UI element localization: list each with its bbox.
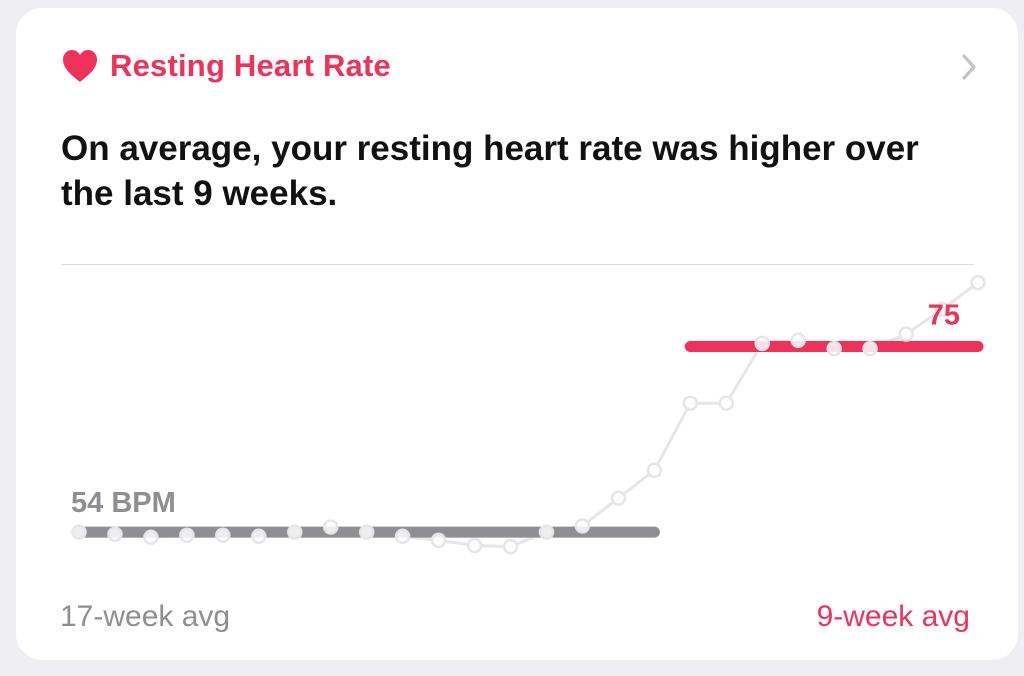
data-point bbox=[826, 340, 842, 357]
data-point bbox=[466, 537, 483, 554]
heart-rate-chart: 54 BPM 75 bbox=[71, 274, 986, 555]
data-point bbox=[898, 326, 914, 342]
card-header: Resting Heart Rate bbox=[62, 46, 391, 86]
data-point bbox=[358, 524, 375, 540]
resting-heart-rate-card[interactable]: Resting Heart Rate On average, your rest… bbox=[16, 8, 1018, 660]
recent-average-label: 9-week avg bbox=[816, 600, 970, 633]
data-point bbox=[538, 524, 555, 540]
data-point bbox=[502, 538, 519, 555]
divider bbox=[62, 264, 974, 265]
data-point bbox=[970, 274, 986, 291]
data-point bbox=[215, 527, 231, 543]
data-point bbox=[322, 519, 339, 535]
data-point bbox=[646, 462, 663, 479]
data-point bbox=[934, 301, 950, 318]
card-title: Resting Heart Rate bbox=[110, 48, 391, 83]
summary-text: On average, your resting heart rate was … bbox=[61, 129, 919, 213]
data-point bbox=[610, 490, 627, 506]
data-point bbox=[718, 395, 735, 411]
previous-average-value: 54 BPM bbox=[71, 487, 176, 519]
data-point bbox=[251, 528, 267, 545]
data-point bbox=[790, 332, 806, 349]
trend-line bbox=[78, 281, 979, 549]
heart-icon bbox=[63, 50, 97, 82]
previous-average-label: 17-week avg bbox=[60, 600, 231, 633]
data-point bbox=[862, 340, 878, 357]
data-point bbox=[287, 524, 303, 540]
data-point bbox=[682, 395, 699, 411]
data-point bbox=[574, 518, 591, 534]
data-point bbox=[430, 532, 447, 549]
data-point bbox=[107, 526, 123, 542]
data-point bbox=[71, 524, 87, 540]
data-point bbox=[179, 527, 195, 543]
data-point bbox=[754, 335, 770, 352]
data-point bbox=[143, 529, 159, 546]
chevron-right-icon[interactable] bbox=[956, 50, 982, 84]
recent-average-value: 75 bbox=[928, 300, 960, 332]
data-point bbox=[394, 528, 411, 545]
